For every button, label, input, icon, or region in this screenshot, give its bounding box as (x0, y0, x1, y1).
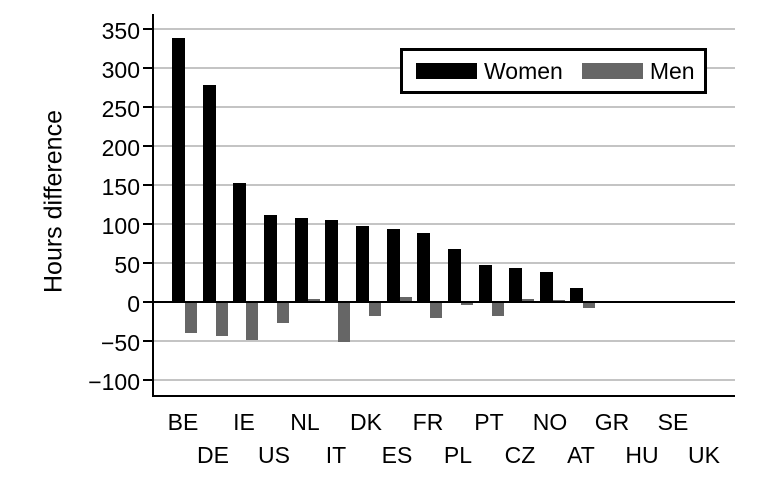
bar-men-IE (246, 303, 258, 340)
bar-women-ES (387, 229, 400, 302)
x-tick-label-NO: NO (532, 409, 568, 435)
y-tick-50 (143, 262, 152, 264)
x-tick-label-UK: UK (688, 442, 720, 468)
bar-women-DE (203, 85, 216, 302)
bar-women-NO (540, 272, 553, 302)
bar-women-NL (295, 218, 308, 302)
y-tick-label-200: 200 (101, 135, 140, 161)
y-tick-150 (143, 184, 152, 186)
x-tick-label-IT: IT (325, 442, 347, 468)
bar-women-PT (479, 265, 492, 302)
legend-swatch-women (416, 63, 477, 79)
bar-men-IT (338, 303, 350, 342)
bar-men-CZ (522, 299, 534, 302)
legend-label-women: Women (484, 57, 563, 84)
bar-men-ES (400, 297, 412, 302)
x-tick-label-BE: BE (167, 409, 199, 435)
x-tick-label-FR: FR (412, 409, 444, 435)
y-tick-label-350: 350 (101, 18, 140, 44)
y-tick-label--100: −100 (88, 369, 140, 395)
y-tick-0 (143, 301, 152, 303)
gridline--100 (154, 379, 735, 381)
x-tick-label-PL: PL (443, 442, 473, 468)
y-tick-label-0: 0 (127, 291, 140, 317)
y-tick-label-100: 100 (101, 213, 140, 239)
y-tick-label-300: 300 (101, 57, 140, 83)
bar-men-DK (369, 303, 381, 316)
x-tick-label-NL: NL (290, 409, 320, 435)
bar-men-NL (308, 299, 320, 302)
y-tick-300 (143, 67, 152, 69)
bar-women-PL (448, 249, 461, 302)
x-tick-label-SE: SE (657, 409, 689, 435)
bar-women-BE (172, 38, 185, 302)
legend: Women Men (400, 48, 707, 94)
bar-women-AT (570, 288, 583, 302)
y-tick-350 (143, 28, 152, 30)
gridline-100 (154, 223, 735, 225)
x-tick-label-AT: AT (567, 442, 595, 468)
bar-men-BE (185, 303, 197, 333)
y-tick-label-250: 250 (101, 96, 140, 122)
y-tick-label--50: −50 (100, 330, 140, 356)
x-tick-label-IE: IE (233, 409, 255, 435)
x-tick-label-PT: PT (474, 409, 504, 435)
gridline-200 (154, 145, 735, 147)
gridline--50 (154, 340, 735, 342)
x-tick-label-US: US (258, 442, 290, 468)
x-tick-label-DE: DE (197, 442, 229, 468)
y-tick--50 (143, 340, 152, 342)
bar-women-DK (356, 226, 369, 302)
x-tick-label-DK: DK (350, 409, 382, 435)
bar-women-CZ (509, 268, 522, 302)
y-tick-label-150: 150 (101, 174, 140, 200)
gridline-250 (154, 106, 735, 108)
gridline-350 (154, 28, 735, 30)
gridline-50 (154, 262, 735, 264)
bar-men-PT (492, 303, 504, 316)
x-tick-label-CZ: CZ (504, 442, 536, 468)
bar-men-FR (430, 303, 442, 318)
gridline-150 (154, 184, 735, 186)
bar-men-US (277, 303, 289, 323)
y-tick-label-50: 50 (114, 252, 140, 278)
bar-women-FR (417, 233, 430, 302)
y-tick-200 (143, 145, 152, 147)
bar-women-IE (233, 183, 246, 302)
y-tick--100 (143, 379, 152, 381)
legend-swatch-men (581, 63, 643, 79)
y-tick-100 (143, 223, 152, 225)
legend-label-men: Men (649, 57, 695, 84)
x-tick-label-HU: HU (625, 442, 659, 468)
zero-line (154, 301, 735, 303)
x-tick-label-ES: ES (381, 442, 413, 468)
y-tick-250 (143, 106, 152, 108)
bar-men-DE (216, 303, 228, 336)
bar-women-US (264, 215, 277, 302)
bar-men-AT (583, 303, 595, 308)
x-tick-label-GR: GR (594, 409, 630, 435)
bar-women-IT (325, 220, 338, 302)
bar-men-PL (461, 303, 473, 305)
